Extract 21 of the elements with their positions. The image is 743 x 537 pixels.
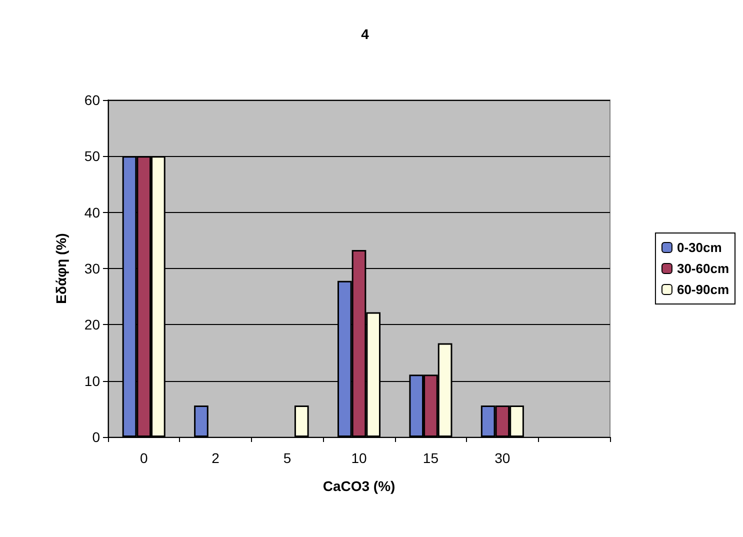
y-tick-label: 20 xyxy=(84,316,100,333)
legend-label: 30-60cm xyxy=(676,261,730,276)
x-tick-label: 15 xyxy=(422,450,439,466)
x-tick-label: 10 xyxy=(351,450,367,466)
y-tick-label: 30 xyxy=(84,260,100,276)
y-tick-label: 0 xyxy=(92,429,100,445)
y-tick-label: 60 xyxy=(84,92,100,108)
y-tick-label: 50 xyxy=(84,148,100,164)
legend-label: 60-90cm xyxy=(676,282,730,297)
x-tick-label: 5 xyxy=(283,450,292,466)
x-tick-label: 30 xyxy=(494,450,510,466)
x-axis-title: CaCO3 (%) xyxy=(322,478,396,494)
y-tick-label: 40 xyxy=(84,204,100,220)
x-tick-label: 2 xyxy=(212,450,220,466)
legend-label: 0-30cm xyxy=(676,240,722,255)
y-tick-label: 10 xyxy=(84,372,100,389)
y-axis-title: Εδάφη (%) xyxy=(53,233,69,304)
bar xyxy=(194,406,208,437)
x-tick-label: 0 xyxy=(140,450,148,466)
chart-title: 4 xyxy=(361,26,370,42)
bar xyxy=(294,406,309,437)
